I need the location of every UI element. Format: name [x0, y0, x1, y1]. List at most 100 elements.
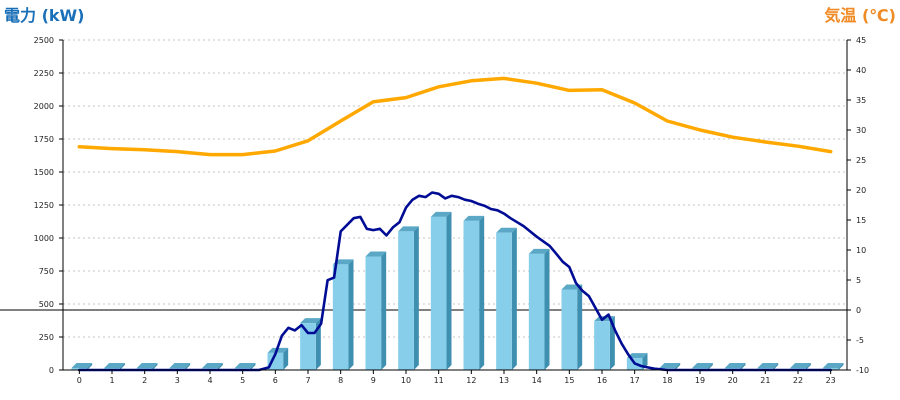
right-tick-label: 45 [856, 36, 866, 45]
power-bar-front [398, 231, 414, 370]
power-bar-top [692, 363, 713, 368]
x-tick-label: 6 [273, 376, 278, 385]
power-bar-front [300, 323, 316, 370]
power-bar-front [528, 253, 545, 370]
right-tick-label: -10 [856, 366, 869, 375]
left-tick-label: 750 [39, 267, 54, 276]
right-tick-label: 40 [856, 66, 866, 75]
power-bar-front [594, 321, 610, 370]
power-bar [496, 227, 517, 370]
left-tick-label: 1250 [34, 201, 54, 210]
left-tick-label: 500 [39, 300, 54, 309]
power-bar-top [430, 211, 452, 217]
power-bar-side [511, 227, 517, 370]
right-tick-label: 15 [856, 216, 866, 225]
power-bar [365, 251, 387, 370]
power-line [78, 191, 833, 372]
power-bar-top [300, 318, 321, 324]
power-bar-side [87, 363, 93, 370]
x-tick-label: 18 [662, 376, 672, 385]
power-bar-top [332, 259, 354, 265]
left-tick-label: 2000 [34, 102, 54, 111]
x-tick-label: 13 [499, 376, 509, 385]
power-bar-top [104, 363, 125, 368]
power-bar-side [740, 363, 746, 370]
right-tick-label: 5 [856, 276, 861, 285]
x-tick-label: 9 [371, 376, 376, 385]
right-tick-label: 0 [856, 306, 861, 315]
power-bar-side [152, 363, 158, 370]
power-bars [71, 211, 844, 370]
power-bar-top [790, 363, 811, 368]
x-tick-label: 20 [728, 376, 738, 385]
right-axis-title: 気温 (℃) [824, 6, 896, 25]
x-tick-label: 21 [760, 376, 770, 385]
x-tick-label: 8 [338, 376, 343, 385]
x-tick-label: 14 [532, 376, 542, 385]
x-tick-label: 0 [77, 376, 82, 385]
power-bar-top [169, 363, 191, 368]
power-bar-front [365, 256, 382, 370]
x-tick-label: 2 [142, 376, 147, 385]
power-bar-top [659, 363, 681, 368]
x-tick-label: 23 [826, 376, 836, 385]
power-bar-side [707, 363, 713, 370]
power-bar-side [805, 363, 811, 370]
power-bar [430, 211, 452, 370]
x-tick-label: 5 [240, 376, 245, 385]
right-axis-ticks: 45 40 35 30 25 20 15 10 5 0 -5 -10 [847, 36, 869, 375]
left-tick-label: 1000 [34, 234, 54, 243]
power-bar-side [413, 226, 419, 370]
right-tick-label: 20 [856, 186, 866, 195]
left-tick-label: 250 [39, 333, 54, 342]
x-tick-label: 7 [305, 376, 310, 385]
power-bar-front [561, 289, 578, 370]
power-bar-top [724, 363, 746, 368]
power-bar-top [234, 363, 256, 368]
x-axis-ticks: 0 1 2 3 4 5 6 7 8 9 10 11 12 13 14 15 16 17 18 19 20 21 22 23 [77, 370, 836, 385]
x-tick-label: 15 [564, 376, 574, 385]
power-bar-top [496, 227, 517, 233]
power-bar-side [577, 284, 583, 370]
power-bar [398, 226, 419, 370]
right-tick-label: 10 [856, 246, 866, 255]
power-bar-side [446, 211, 452, 370]
power-bar-front [332, 264, 349, 370]
power-bar-front [463, 220, 480, 370]
power-bar-side [250, 363, 256, 370]
x-tick-label: 17 [630, 376, 640, 385]
x-tick-label: 22 [793, 376, 803, 385]
left-tick-label: 0 [49, 366, 54, 375]
power-bar-side [773, 363, 779, 370]
power-bar-side [838, 363, 844, 370]
power-bar-top [757, 363, 779, 368]
grid [63, 39, 847, 371]
power-bar [463, 215, 485, 370]
power-bar-side [544, 248, 550, 370]
power-bar [528, 248, 550, 370]
x-tick-label: 1 [109, 376, 114, 385]
left-tick-label: 1750 [34, 135, 54, 144]
power-bar-top [626, 353, 648, 359]
power-bar-top [71, 363, 93, 368]
right-tick-label: 30 [856, 126, 866, 135]
power-bar-side [217, 363, 223, 370]
power-series [78, 191, 833, 372]
power-bar-front [496, 232, 512, 370]
power-bar-top [528, 248, 550, 254]
x-tick-label: 19 [695, 376, 705, 385]
power-bar-front [430, 216, 447, 370]
x-tick-label: 16 [597, 376, 607, 385]
left-tick-label: 1500 [34, 168, 54, 177]
power-bar [332, 259, 354, 370]
x-tick-label: 10 [401, 376, 411, 385]
right-tick-label: 25 [856, 156, 866, 165]
power-bar-side [479, 215, 485, 370]
x-tick-label: 12 [466, 376, 476, 385]
power-bar-side [283, 347, 289, 370]
x-tick-label: 3 [175, 376, 180, 385]
power-bar-top [398, 226, 419, 232]
left-axis-title: 電力 (kW) [4, 6, 85, 25]
